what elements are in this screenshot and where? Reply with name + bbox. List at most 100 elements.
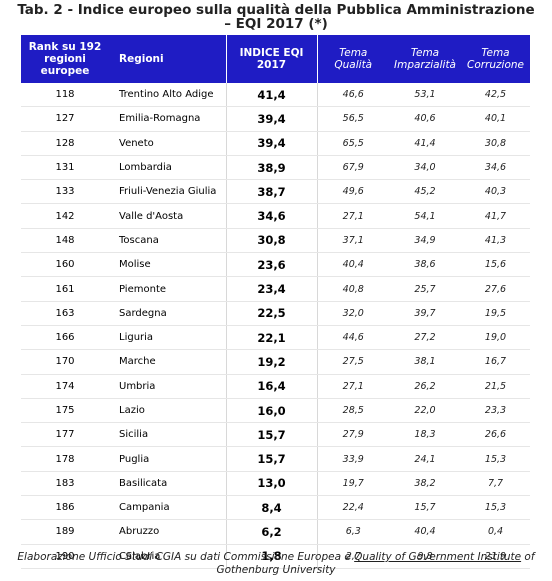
table-title: Tab. 2 - Indice europeo sulla qualità de… (0, 3, 552, 31)
cell-rank: 186 (21, 495, 109, 521)
cell-corruption: 15,6 (461, 252, 530, 278)
table-row: 177 Sicilia 15,7 27,9 18,3 26,6 (21, 422, 530, 448)
cell-quality: 65,5 (317, 131, 389, 156)
cell-rank: 128 (21, 131, 109, 156)
cell-quality: 6,3 (317, 519, 389, 545)
source-link[interactable]: Quality of Government Institute (354, 551, 522, 563)
table-row: 175 Lazio 16,0 28,5 22,0 23,3 (21, 398, 530, 424)
cell-rank: 142 (21, 203, 109, 229)
cell-rank: 170 (21, 349, 109, 375)
table-row: 161 Piemonte 23,4 40,8 25,7 27,6 (21, 276, 530, 302)
table-body: 118 Trentino Alto Adige 41,4 46,6 53,1 42,5 12… (21, 83, 530, 569)
title-line-1: Tab. 2 - Indice europeo sulla qualità de… (17, 2, 535, 18)
cell-index: 38,9 (225, 155, 318, 181)
table-row: 186 Campania 8,4 22,4 15,7 15,3 (21, 495, 530, 521)
header-region: Regioni (109, 35, 226, 83)
cell-rank: 131 (21, 155, 109, 181)
cell-index: 15,7 (225, 446, 318, 472)
cell-corruption: 26,6 (461, 422, 530, 448)
cell-region: Liguria (109, 325, 226, 351)
cell-quality: 22,4 (317, 495, 389, 521)
cell-region: Piemonte (109, 276, 226, 302)
cell-impartiality: 25,7 (389, 276, 461, 302)
cell-rank: 174 (21, 374, 109, 399)
cell-rank: 175 (21, 398, 109, 424)
cell-rank: 166 (21, 325, 109, 351)
cell-corruption: 42,5 (461, 83, 530, 108)
cell-index: 34,6 (225, 203, 318, 229)
cell-region: Calabria (109, 544, 226, 569)
table-row: 142 Valle d'Aosta 34,6 27,1 54,1 41,7 (21, 203, 530, 229)
cell-corruption: 21,9 (461, 544, 530, 569)
table-row: 170 Marche 19,2 27,5 38,1 16,7 (21, 349, 530, 375)
cell-impartiality: 38,1 (389, 349, 461, 375)
cell-rank: 183 (21, 471, 109, 497)
table-row: 178 Puglia 15,7 33,9 24,1 15,3 (21, 446, 530, 472)
cell-corruption: 41,3 (461, 228, 530, 254)
cell-region: Lombardia (109, 155, 226, 181)
cell-rank: 148 (21, 228, 109, 254)
table-row: 160 Molise 23,6 40,4 38,6 15,6 (21, 252, 530, 278)
cell-impartiality: 18,3 (389, 422, 461, 448)
cell-impartiality: 9,8 (389, 544, 461, 569)
title-line-2: – EQI 2017 (*) (224, 16, 328, 32)
cell-rank: 161 (21, 276, 109, 302)
table-row: 163 Sardegna 22,5 32,0 39,7 19,5 (21, 301, 530, 326)
cell-index: 15,7 (225, 422, 318, 448)
cell-index: 30,8 (225, 228, 318, 254)
cell-corruption: 15,3 (461, 495, 530, 521)
cell-quality: 37,1 (317, 228, 389, 254)
cell-impartiality: 39,7 (389, 301, 461, 326)
cell-index: 23,6 (225, 252, 318, 278)
table-row: 183 Basilicata 13,0 19,7 38,2 7,7 (21, 471, 530, 497)
table-row: 118 Trentino Alto Adige 41,4 46,6 53,1 42,5 (21, 83, 530, 108)
cell-corruption: 41,7 (461, 203, 530, 229)
table-row: 128 Veneto 39,4 65,5 41,4 30,8 (21, 131, 530, 156)
cell-impartiality: 41,4 (389, 131, 461, 156)
cell-index: 41,4 (225, 83, 318, 108)
cell-quality: 40,4 (317, 252, 389, 278)
cell-region: Lazio (109, 398, 226, 424)
header-rank: Rank su 192 regioni europee (21, 35, 109, 83)
cell-corruption: 23,3 (461, 398, 530, 424)
cell-region: Molise (109, 252, 226, 278)
cell-corruption: 27,6 (461, 276, 530, 302)
table-row: 166 Liguria 22,1 44,6 27,2 19,0 (21, 325, 530, 351)
cell-quality: 27,1 (317, 374, 389, 399)
cell-region: Veneto (109, 131, 226, 156)
cell-impartiality: 24,1 (389, 446, 461, 472)
cell-impartiality: 40,6 (389, 106, 461, 132)
cell-corruption: 0,4 (461, 519, 530, 545)
cell-index: 16,4 (225, 374, 318, 399)
cell-quality: 46,6 (317, 83, 389, 108)
cell-quality: 27,9 (317, 422, 389, 448)
cell-quality: 33,9 (317, 446, 389, 472)
cell-region: Campania (109, 495, 226, 521)
table-row: 189 Abruzzo 6,2 6,3 40,4 0,4 (21, 519, 530, 545)
cell-quality: 56,5 (317, 106, 389, 132)
cell-rank: 163 (21, 301, 109, 326)
cell-region: Emilia-Romagna (109, 106, 226, 132)
cell-index: 39,4 (225, 131, 318, 156)
cell-impartiality: 22,0 (389, 398, 461, 424)
cell-corruption: 40,1 (461, 106, 530, 132)
cell-region: Marche (109, 349, 226, 375)
cell-region: Toscana (109, 228, 226, 254)
cell-corruption: 7,7 (461, 471, 530, 497)
table-row: 127 Emilia-Romagna 39,4 56,5 40,6 40,1 (21, 106, 530, 132)
cell-impartiality: 34,0 (389, 155, 461, 181)
cell-index: 38,7 (225, 179, 318, 205)
cell-index: 39,4 (225, 106, 318, 132)
cell-region: Sicilia (109, 422, 226, 448)
cell-impartiality: 34,9 (389, 228, 461, 254)
cell-region: Umbria (109, 374, 226, 399)
table-header: Rank su 192 regioni europee Regioni INDI… (21, 35, 530, 83)
cell-region: Sardegna (109, 301, 226, 326)
cell-corruption: 19,0 (461, 325, 530, 351)
header-impartiality: Tema Imparzialità (389, 35, 461, 83)
table-row: 190 Calabria 1,8 2,7 9,8 21,9 (21, 544, 530, 569)
cell-index: 22,5 (225, 301, 318, 326)
cell-rank: 133 (21, 179, 109, 205)
source-prefix: Elaborazione Ufficio Studi CGIA su dati … (17, 551, 355, 563)
cell-index: 22,1 (225, 325, 318, 351)
